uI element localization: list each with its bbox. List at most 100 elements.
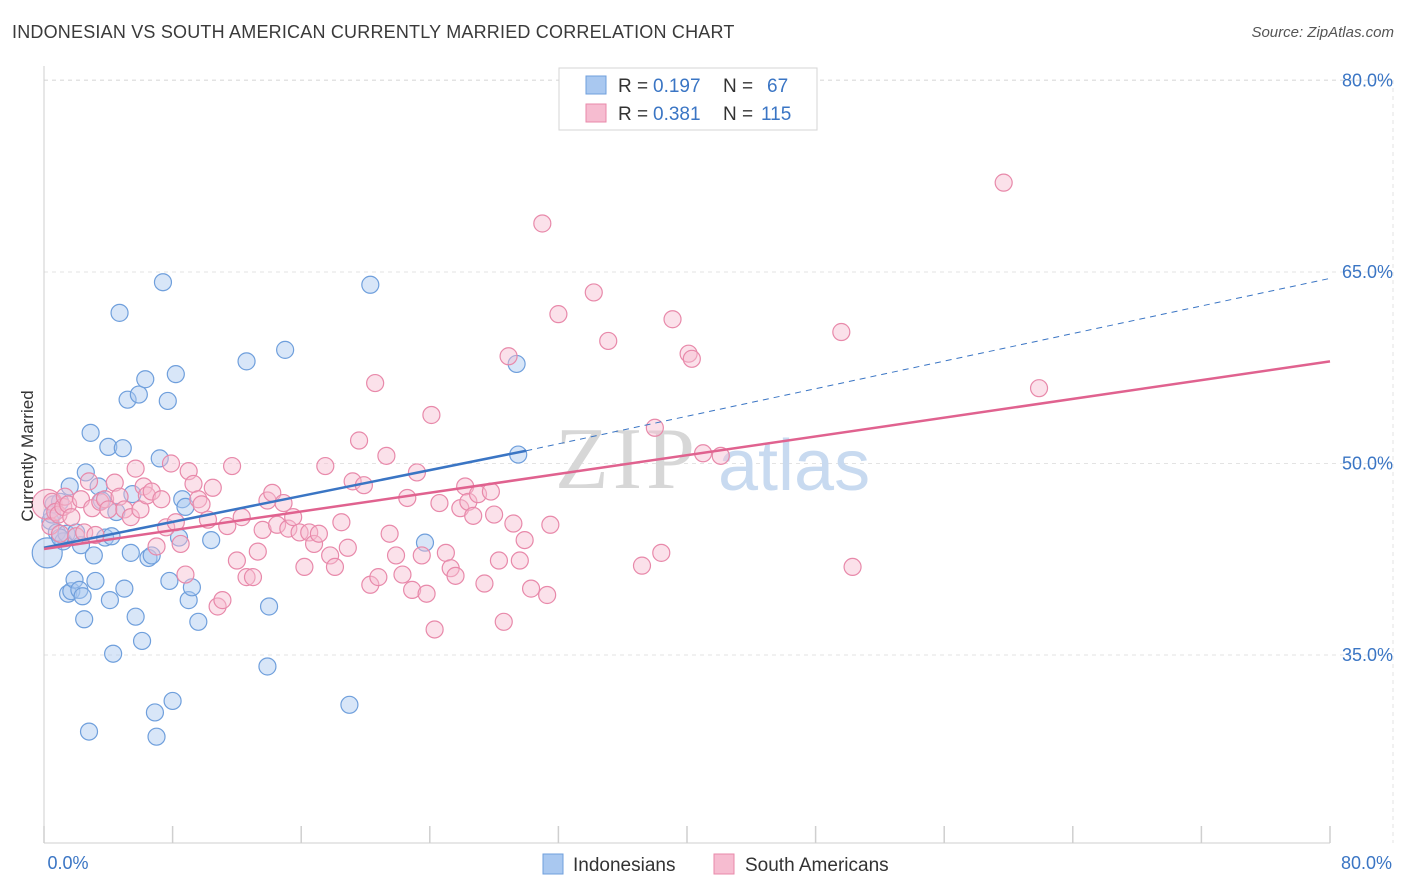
south-american-point <box>366 373 385 393</box>
indonesian-points <box>31 273 528 746</box>
indonesian-point <box>163 691 182 711</box>
legend-n-value: 115 <box>761 104 791 125</box>
indonesian-point <box>259 597 279 616</box>
south-american-point <box>248 542 267 561</box>
south-american-point <box>105 473 124 492</box>
legend-swatch-indonesians <box>585 75 607 95</box>
south-american-point <box>436 543 455 562</box>
south-american-point <box>380 524 399 543</box>
south-american-point <box>325 557 345 577</box>
watermark-zip: ZIP <box>555 411 699 508</box>
legend-r-label: R = <box>618 76 648 97</box>
south-american-point <box>189 490 208 509</box>
south-american-point <box>464 506 483 525</box>
south-american-point <box>321 546 340 565</box>
south-american-point <box>485 505 504 524</box>
y-axis-title: Currently Married <box>18 390 37 521</box>
indonesian-point <box>60 477 79 496</box>
watermark-atlas: atlas <box>718 426 870 506</box>
axes <box>43 66 1331 844</box>
trend-line-indonesians <box>43 449 527 549</box>
south-american-point <box>279 519 298 538</box>
south-american-point <box>682 349 701 368</box>
legend-r-label: R = <box>618 104 648 125</box>
south-american-point <box>227 551 246 570</box>
south-american-point <box>459 492 478 511</box>
south-american-point <box>994 173 1013 192</box>
south-american-point <box>161 454 181 473</box>
south-american-point <box>494 612 513 631</box>
y-tick-label: 35.0% <box>1342 645 1393 665</box>
south-american-point <box>232 508 251 527</box>
south-american-point <box>515 530 534 550</box>
south-american-point <box>295 557 314 577</box>
indonesian-point <box>189 612 208 631</box>
south-american-point <box>338 538 357 557</box>
south-american-point <box>50 524 70 543</box>
legend-n-label: N = <box>723 104 753 125</box>
south-american-point <box>663 310 682 329</box>
south-american-point <box>533 214 552 233</box>
south-american-point <box>213 591 232 610</box>
south-american-point <box>142 482 161 501</box>
indonesian-point <box>136 370 155 389</box>
bottom-legend-south-americans: South Americans <box>745 855 889 876</box>
south-american-point <box>430 493 449 513</box>
south-american-point <box>541 515 560 534</box>
indonesian-point <box>258 657 277 676</box>
indonesian-point <box>75 610 94 629</box>
indonesian-point <box>65 570 84 589</box>
indonesian-point <box>129 385 148 404</box>
source-credit: Source: ZipAtlas.com <box>1251 24 1394 41</box>
indonesian-point <box>147 727 166 746</box>
south-american-point <box>386 546 406 565</box>
south-american-point <box>489 551 509 570</box>
indonesian-point <box>99 437 118 457</box>
indonesian-point <box>132 631 152 651</box>
indonesian-point <box>150 449 169 468</box>
south-american-point <box>475 574 494 593</box>
trend-lines <box>43 277 1331 551</box>
south-american-point <box>332 513 351 532</box>
x-tick-labels: 0.0% 80.0% <box>47 853 1392 873</box>
indonesian-point <box>340 695 359 714</box>
south-american-point <box>652 543 671 562</box>
chart-title: INDONESIAN VS SOUTH AMERICAN CURRENTLY M… <box>12 22 735 42</box>
legend-n-label: N = <box>723 76 753 97</box>
south-american-point <box>599 331 618 351</box>
indonesian-point <box>361 275 380 294</box>
south-american-point <box>584 283 603 302</box>
indonesian-point <box>237 352 256 371</box>
indonesian-point <box>104 644 123 663</box>
south-american-point <box>510 551 529 570</box>
indonesian-point <box>113 439 132 458</box>
south-american-point <box>309 524 328 543</box>
south-american-point <box>377 446 396 465</box>
indonesian-point <box>276 340 295 359</box>
south-american-point <box>632 556 652 575</box>
south-american-point <box>253 520 272 539</box>
south-american-point <box>79 472 99 491</box>
south-american-point <box>446 566 465 585</box>
x-tick-label: 0.0% <box>47 853 88 873</box>
south-american-point <box>316 456 335 476</box>
series-legend: Indonesians South Americans <box>542 853 889 876</box>
south-american-point <box>184 474 203 494</box>
indonesian-point <box>121 543 140 562</box>
bottom-legend-swatch-indonesians <box>542 853 564 875</box>
south-american-point <box>832 322 851 342</box>
indonesian-point <box>202 530 221 550</box>
south-american-point <box>99 500 118 519</box>
indonesian-point <box>73 587 92 606</box>
south-american-point <box>176 565 195 584</box>
indonesian-point <box>86 571 105 591</box>
indonesian-point <box>110 303 129 322</box>
south-american-point <box>521 579 541 598</box>
south-american-point <box>645 418 664 437</box>
trend-extension-indonesians <box>526 277 1331 452</box>
south-american-point <box>425 620 444 639</box>
south-american-point <box>499 347 518 366</box>
legend-r-value: 0.197 <box>653 76 701 97</box>
south-american-point <box>393 565 412 584</box>
